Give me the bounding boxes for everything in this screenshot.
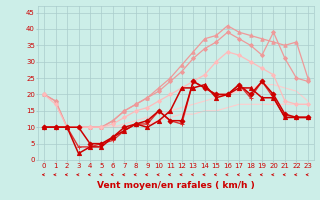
X-axis label: Vent moyen/en rafales ( km/h ): Vent moyen/en rafales ( km/h ) [97,181,255,190]
